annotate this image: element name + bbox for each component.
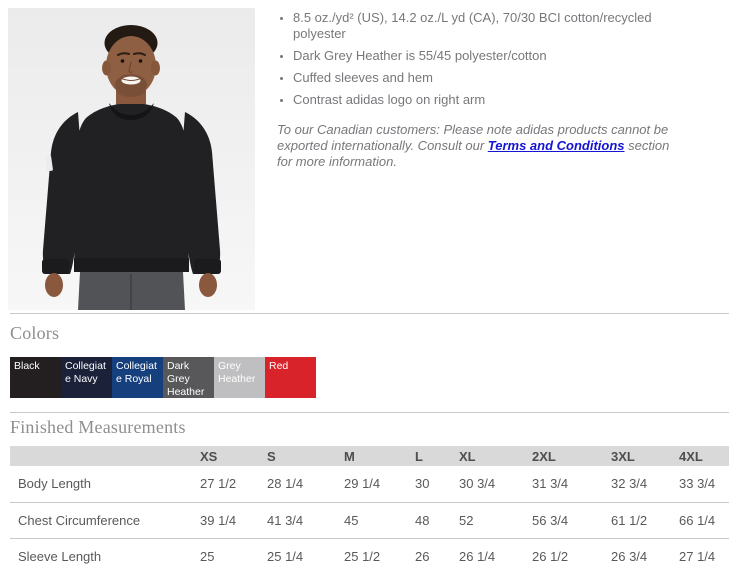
measurement-value-cell: 33 3/4 (679, 476, 716, 492)
color-swatch[interactable]: Black (10, 357, 61, 398)
measurement-value-cell: 52 (459, 512, 474, 528)
measurement-value-cell: 30 3/4 (459, 476, 496, 492)
measurement-row-label: Chest Circumference (18, 512, 141, 528)
color-swatch-label: Grey Heather (218, 360, 256, 385)
finished-measurements-section: Finished Measurements XS S M L (10, 417, 729, 571)
measurement-value-cell: 30 (415, 476, 430, 492)
measurement-value-cell: 28 1/4 (267, 476, 304, 492)
color-swatch-label: Dark Grey Heather (167, 360, 205, 398)
colors-section: Colors Black Collegiate Navy Collegiate … (10, 323, 316, 398)
size-column-header: L (415, 446, 459, 466)
terms-and-conditions-link[interactable]: Terms and Conditions (487, 138, 625, 153)
measurement-row: Body Length 27 1/2 28 1/4 29 1/4 30 30 3… (10, 466, 729, 502)
measurement-value-cell: 25 (200, 548, 215, 564)
measurements-header-row: XS S M L XL 2XL 3XL 4XL (10, 446, 729, 466)
measurement-value-cell: 26 1/4 (459, 548, 496, 564)
size-column-header: M (344, 446, 415, 466)
product-photo[interactable] (8, 8, 255, 310)
measurement-value-cell: 27 1/4 (679, 548, 716, 564)
measurement-value-cell: 45 (344, 512, 359, 528)
measurement-value-cell: 56 3/4 (532, 512, 569, 528)
measurement-value-cell: 29 1/4 (344, 476, 381, 492)
measurement-row: Sleeve Length 25 25 1/4 25 1/2 26 26 1/4 (10, 538, 729, 571)
color-swatch[interactable]: Collegiate Royal (112, 357, 163, 398)
measurement-value-cell: 39 1/4 (200, 512, 237, 528)
section-divider (10, 313, 729, 314)
measurement-value-cell: 27 1/2 (200, 476, 237, 492)
measurement-value-cell: 26 1/2 (532, 548, 569, 564)
color-swatch-label: Collegiate Royal (116, 360, 157, 385)
measurements-corner-cell (10, 446, 200, 466)
measurement-value-cell: 32 3/4 (611, 476, 648, 492)
measurements-table: XS S M L XL 2XL 3XL 4XL (10, 446, 729, 571)
product-bullets: 8.5 oz./yd² (US), 14.2 oz./L yd (CA), 70… (277, 10, 683, 108)
size-column-header: 2XL (532, 446, 611, 466)
section-divider (10, 412, 729, 413)
measurement-value-cell: 48 (415, 512, 430, 528)
colors-section-title: Colors (10, 323, 60, 343)
product-bullet: Contrast adidas logo on right arm (293, 92, 661, 108)
measurement-value-cell: 25 1/4 (267, 548, 304, 564)
canadian-customers-note: To our Canadian customers: Please note a… (277, 122, 683, 170)
size-column-header: 4XL (679, 446, 729, 466)
measurement-value-cell: 66 1/4 (679, 512, 716, 528)
measurement-row-label: Body Length (18, 476, 92, 492)
measurement-value-cell: 41 3/4 (267, 512, 304, 528)
product-bullet: Dark Grey Heather is 55/45 polyester/cot… (293, 48, 661, 64)
size-column-header: 3XL (611, 446, 679, 466)
product-bullet: 8.5 oz./yd² (US), 14.2 oz./L yd (CA), 70… (293, 10, 661, 42)
model-in-black-crewneck-illustration (8, 8, 255, 310)
size-column-header: S (267, 446, 344, 466)
color-swatch[interactable]: Red (265, 357, 316, 398)
measurement-value-cell: 31 3/4 (532, 476, 569, 492)
color-swatch[interactable]: Grey Heather (214, 357, 265, 398)
measurement-row-label: Sleeve Length (18, 548, 102, 564)
measurement-value-cell: 26 3/4 (611, 548, 648, 564)
color-swatch-label: Collegiate Navy (65, 360, 106, 385)
size-column-header: XS (200, 446, 267, 466)
product-details: 8.5 oz./yd² (US), 14.2 oz./L yd (CA), 70… (277, 10, 683, 183)
color-swatch-label: Black (14, 360, 40, 372)
size-column-header: XL (459, 446, 532, 466)
note-text-before: To our Canadian customers: Please note a… (277, 122, 669, 153)
measurement-value-cell: 25 1/2 (344, 548, 381, 564)
finished-measurements-title: Finished Measurements (10, 417, 186, 437)
measurement-value-cell: 61 1/2 (611, 512, 648, 528)
color-swatch[interactable]: Dark Grey Heather (163, 357, 214, 398)
measurement-value-cell: 26 (415, 548, 430, 564)
note-text-after: section for more information. (277, 138, 670, 169)
measurements-body: Body Length 27 1/2 28 1/4 29 1/4 30 30 3… (10, 466, 729, 571)
measurement-row: Chest Circumference 39 1/4 41 3/4 45 48 … (10, 502, 729, 538)
color-swatch[interactable]: Collegiate Navy (61, 357, 112, 398)
color-swatches: Black Collegiate Navy Collegiate Royal D… (10, 357, 316, 398)
color-swatch-label: Red (269, 360, 289, 372)
product-bullet: Cuffed sleeves and hem (293, 70, 661, 86)
